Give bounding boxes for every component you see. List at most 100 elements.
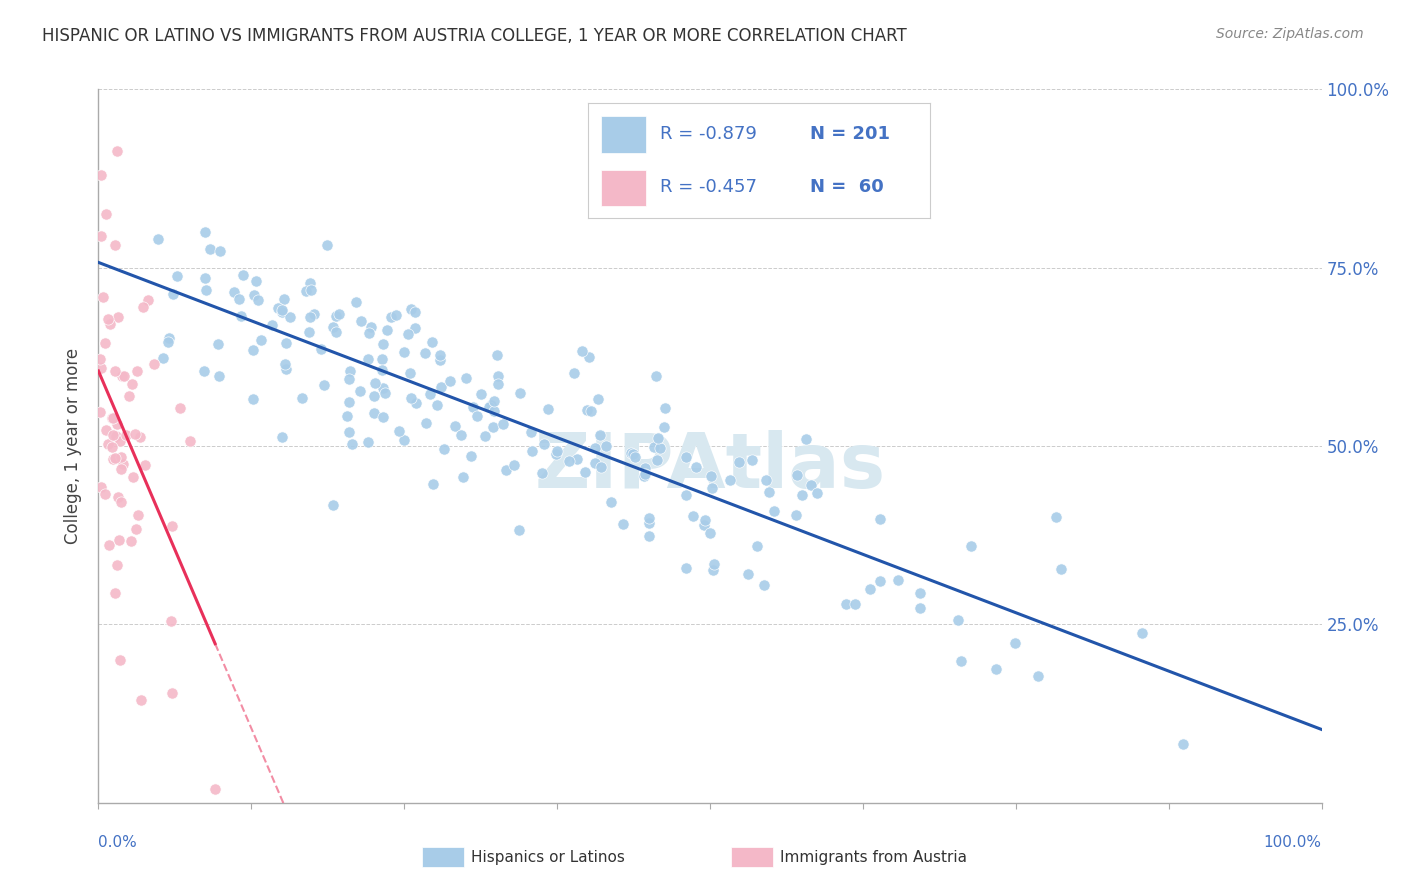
Point [344, 294, 367, 309]
Point [530, 466, 553, 480]
Point [129, 693, 152, 707]
Text: HISPANIC OR LATINO VS IMMIGRANTS FROM AUSTRIA COLLEGE, 1 YEAR OR MORE CORRELATIO: HISPANIC OR LATINO VS IMMIGRANTS FROM AU… [42, 27, 907, 45]
Point [647, 431, 669, 445]
Point [650, 442, 672, 456]
Point [583, 456, 606, 470]
Point [619, 445, 641, 459]
Point [800, 477, 823, 491]
Point [93, 487, 115, 501]
Point [371, 381, 394, 395]
Point [654, 401, 676, 416]
Point [136, 293, 159, 307]
Point [90, 361, 112, 376]
Point [562, 366, 585, 380]
Point [357, 326, 380, 340]
Point [422, 477, 444, 491]
Point [377, 323, 399, 337]
Point [727, 455, 749, 469]
Point [482, 420, 505, 434]
Point [869, 574, 891, 589]
Point [274, 336, 297, 351]
Text: Hispanics or Latinos: Hispanics or Latinos [471, 850, 624, 864]
Point [520, 425, 543, 439]
Point [156, 334, 179, 349]
Y-axis label: College, 1 year or more: College, 1 year or more [65, 348, 83, 544]
Point [152, 351, 174, 365]
Point [451, 470, 474, 484]
Point [637, 511, 659, 525]
Point [193, 364, 215, 378]
Point [463, 400, 485, 414]
Point [396, 327, 419, 342]
Point [430, 379, 453, 393]
Point [337, 394, 360, 409]
Point [118, 389, 141, 403]
Point [484, 403, 506, 417]
Point [364, 376, 387, 390]
Point [595, 440, 617, 454]
Point [633, 467, 655, 481]
Point [89, 480, 111, 494]
Point [695, 513, 717, 527]
Point [316, 237, 339, 252]
Point [675, 450, 697, 465]
Point [231, 309, 253, 323]
Point [363, 389, 385, 403]
Point [586, 392, 609, 407]
Point [385, 309, 408, 323]
Point [794, 432, 817, 446]
Point [360, 320, 382, 334]
Point [786, 468, 808, 483]
Point [763, 504, 786, 518]
Point [127, 364, 149, 378]
Point [90, 168, 112, 182]
Point [643, 440, 665, 454]
Point [143, 357, 166, 371]
Point [612, 517, 634, 532]
Point [246, 293, 269, 307]
Point [111, 457, 134, 471]
Point [108, 434, 131, 449]
Point [105, 429, 128, 443]
Point [1171, 737, 1194, 751]
Point [700, 469, 723, 483]
Point [276, 362, 298, 376]
Point [101, 428, 124, 442]
Point [470, 386, 492, 401]
Point [271, 303, 294, 318]
Point [401, 301, 423, 316]
Point [415, 416, 437, 430]
Point [101, 411, 124, 425]
Point [633, 469, 655, 483]
Point [127, 508, 149, 522]
Point [325, 309, 347, 323]
Point [107, 310, 129, 324]
Point [198, 242, 221, 256]
Point [97, 311, 120, 326]
Point [194, 225, 217, 239]
Point [98, 317, 121, 331]
Point [104, 451, 127, 466]
Point [583, 442, 606, 456]
Point [589, 459, 612, 474]
Point [533, 437, 555, 451]
Point [125, 522, 148, 536]
Point [299, 310, 322, 324]
Point [357, 351, 380, 366]
Point [908, 600, 931, 615]
Point [718, 473, 741, 487]
Point [271, 430, 294, 444]
Point [273, 293, 295, 307]
Point [621, 447, 644, 461]
Point [232, 268, 254, 282]
Point [299, 283, 322, 297]
Point [105, 144, 128, 158]
Point [160, 519, 183, 533]
Point [429, 353, 451, 368]
Point [194, 271, 217, 285]
Point [169, 401, 191, 416]
Point [105, 558, 128, 572]
Point [433, 442, 456, 457]
Point [869, 511, 891, 525]
Point [685, 460, 707, 475]
